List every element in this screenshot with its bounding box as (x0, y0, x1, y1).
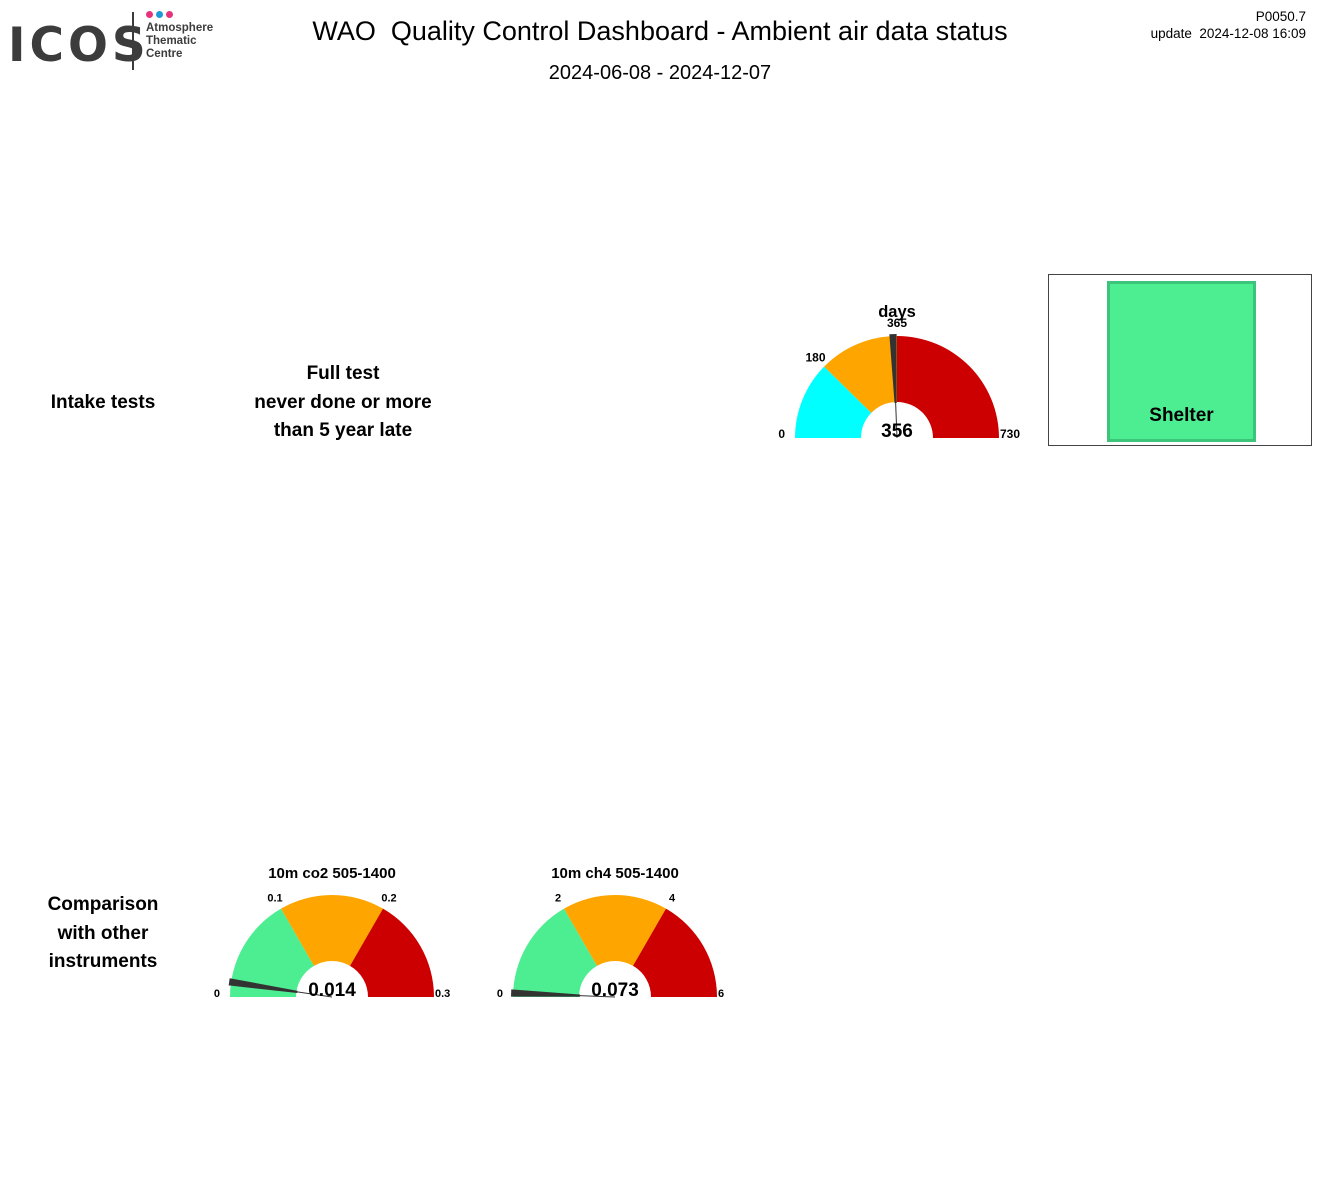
intake-tests-label: Intake tests (8, 389, 198, 418)
intake-test-note: Full test never done or more than 5 year… (230, 360, 456, 446)
shelter-label: Shelter (1149, 405, 1214, 426)
gauge-band (795, 366, 872, 438)
note-line: never done or more (254, 391, 432, 413)
gauge-needle-line (513, 992, 616, 998)
gauge-hub (297, 962, 367, 997)
shelter-panel (1048, 274, 1312, 446)
gauge-needle (511, 989, 610, 997)
update-timestamp: update 2024-12-08 16:09 (1150, 26, 1306, 41)
gauge-band (564, 895, 666, 966)
gauge-tick-label: 0.3 (435, 988, 450, 1000)
gauge-tick-label: 0 (497, 988, 503, 1000)
logo-dot (166, 11, 173, 18)
gauge-band (897, 336, 999, 438)
gauge-value-label: 0.073 (591, 980, 639, 1001)
row-label-line: Intake tests (50, 392, 156, 413)
gauge-tick-label: 0 (214, 988, 220, 1000)
version-label: P0050.7 (1255, 9, 1306, 24)
gauge-needle-line (892, 336, 898, 439)
logo-subtitle-line: Centre (146, 48, 183, 60)
gauge-band (513, 908, 597, 997)
logo-subtitle-line: Atmosphere (146, 22, 214, 34)
logo-subtitle: Atmosphere Thematic Centre (146, 22, 213, 61)
gauge-tick-label: 0.1 (267, 892, 282, 904)
gauge-needle (889, 334, 897, 433)
row-label-line: Comparison (47, 894, 159, 915)
logo-dots (146, 11, 173, 19)
comparison-label: Comparison with other instruments (8, 891, 198, 977)
gauge-title: 10m co2 505-1400 (268, 865, 396, 882)
row-label-line: with other (57, 922, 149, 944)
logo-separator (132, 12, 134, 70)
icos-logo: ICOS Atmosphere Thematic Centre (8, 10, 223, 74)
gauge-tick-label: 0 (778, 427, 785, 441)
gauge-band (824, 335, 897, 413)
row-label-line: instruments (48, 951, 158, 972)
gauge-tick-label: 180 (806, 350, 826, 364)
gauge-value-label: 356 (881, 421, 913, 442)
gauge-band (230, 908, 314, 997)
gauge-title: days (878, 303, 916, 321)
gauge-hub (862, 403, 932, 438)
gauge-tick-label: 6 (718, 988, 724, 1000)
gauge-tick-label: 730 (1000, 427, 1020, 441)
page-title: WAO Quality Control Dashboard - Ambient … (312, 16, 1008, 46)
gauge-tick-label: 4 (669, 892, 676, 904)
gauge-band (350, 908, 434, 997)
logo-subtitle-line: Thematic (146, 35, 197, 47)
gauge-tick-label: 365 (887, 316, 907, 330)
logo-dot (146, 11, 153, 18)
gauge-needle-line (231, 981, 333, 998)
gauge-needle (228, 978, 327, 997)
note-line: than 5 year late (273, 420, 413, 441)
gauge-tick-label: 2 (555, 892, 561, 904)
date-range: 2024-06-08 - 2024-12-07 (548, 62, 772, 84)
note-line: Full test (306, 363, 380, 384)
gauge-value-label: 0.014 (308, 980, 356, 1001)
logo-dot (156, 11, 163, 18)
gauge-tick-label: 0.2 (381, 892, 396, 904)
gauge-title: 10m ch4 505-1400 (551, 865, 679, 882)
shelter-status-box (1107, 281, 1256, 442)
gauge-band (281, 895, 383, 966)
logo-wordmark: ICOS (8, 18, 150, 73)
gauge-hub (580, 962, 650, 997)
gauge-band (633, 908, 717, 997)
